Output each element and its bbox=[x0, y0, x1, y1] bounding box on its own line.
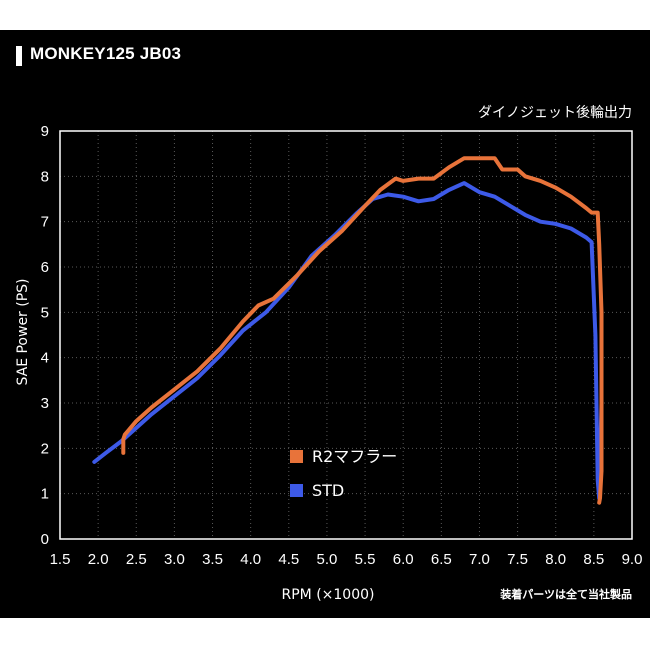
legend-label-std: STD bbox=[312, 481, 344, 500]
legend-label-r2: R2マフラー bbox=[312, 447, 397, 466]
legend-swatch-std bbox=[290, 484, 303, 497]
y-tick-label: 9 bbox=[41, 123, 49, 140]
x-tick-label: 6.0 bbox=[393, 551, 414, 568]
legend: R2マフラー STD bbox=[290, 447, 397, 500]
x-axis-label: RPM (×1000) bbox=[282, 587, 375, 603]
x-tick-label: 2.5 bbox=[126, 551, 147, 568]
x-tick-label: 5.5 bbox=[355, 551, 376, 568]
x-tick-label: 3.5 bbox=[202, 551, 223, 568]
y-tick-label: 7 bbox=[41, 214, 49, 231]
legend-swatch-r2 bbox=[290, 450, 303, 463]
chart-subtitle: ダイノジェット後輪出力 bbox=[478, 105, 632, 121]
x-tick-label: 8.0 bbox=[545, 551, 566, 568]
series-line-r2 bbox=[121, 156, 604, 505]
x-tick-label: 2.0 bbox=[88, 551, 109, 568]
x-tick-label: 4.0 bbox=[240, 551, 261, 568]
title-accent-bar bbox=[16, 46, 22, 66]
x-tick-label: 6.5 bbox=[431, 551, 452, 568]
y-tick-label: 1 bbox=[41, 486, 49, 503]
y-tick-label: 0 bbox=[41, 531, 49, 548]
plot-frame bbox=[59, 130, 633, 540]
chart-title: MONKEY125 JB03 bbox=[30, 44, 182, 63]
series-layer bbox=[92, 156, 604, 505]
x-tick-label: 7.5 bbox=[507, 551, 528, 568]
ticks: 1.5 2.0 2.5 3.0 3.5 4.0 4.5 5.0 5.5 6.0 6.5 7.0 7.5 8… bbox=[41, 123, 643, 568]
y-tick-label: 5 bbox=[41, 304, 49, 321]
x-tick-label: 1.5 bbox=[50, 551, 71, 568]
x-tick-label: 7.0 bbox=[469, 551, 490, 568]
x-tick-label: 8.5 bbox=[583, 551, 604, 568]
footnote: 装着パーツは全て当社製品 bbox=[500, 588, 632, 601]
plot-border bbox=[59, 130, 633, 540]
y-tick-label: 8 bbox=[41, 168, 49, 185]
x-tick-label: 5.0 bbox=[317, 551, 338, 568]
y-axis-label: SAE Power (PS) bbox=[15, 278, 31, 385]
grid bbox=[60, 131, 632, 539]
y-tick-label: 2 bbox=[41, 440, 49, 457]
series-line-std bbox=[92, 181, 604, 501]
x-tick-label: 4.5 bbox=[278, 551, 299, 568]
chart-panel: MONKEY125 JB03 ダイノジェット後輪出力 1.5 2.0 2.5 3.0 3… bbox=[0, 30, 650, 618]
x-tick-label: 9.0 bbox=[622, 551, 643, 568]
y-tick-label: 3 bbox=[41, 395, 49, 412]
y-tick-label: 6 bbox=[41, 259, 49, 276]
y-tick-label: 4 bbox=[41, 350, 49, 367]
x-tick-label: 3.0 bbox=[164, 551, 185, 568]
power-chart: 1.5 2.0 2.5 3.0 3.5 4.0 4.5 5.0 5.5 6.0 6.5 7.0 7.5 8… bbox=[15, 123, 643, 603]
